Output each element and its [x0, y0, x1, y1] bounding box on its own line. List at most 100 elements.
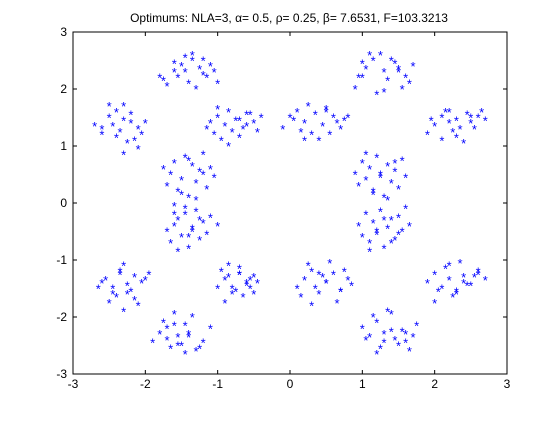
data-point: * [400, 153, 405, 168]
data-point: * [302, 273, 307, 288]
data-point: * [110, 282, 115, 297]
data-point: * [179, 230, 184, 245]
y-tick-label: -2 [56, 310, 67, 324]
x-tick-label: 2 [431, 377, 438, 391]
data-point: * [143, 273, 148, 288]
data-point: * [316, 133, 321, 148]
data-point: * [385, 159, 390, 174]
data-point: * [483, 273, 488, 288]
data-point: * [407, 76, 412, 91]
data-point: * [183, 65, 188, 80]
data-point: * [121, 304, 126, 319]
data-point: * [179, 187, 184, 202]
data-point: * [226, 139, 231, 154]
x-tick-label: 3 [504, 377, 511, 391]
data-point: * [403, 202, 408, 217]
data-point: * [306, 259, 311, 274]
data-point: * [255, 125, 260, 140]
data-point: * [381, 85, 386, 100]
data-point: * [291, 113, 296, 128]
data-point: * [378, 168, 383, 183]
y-tick-label: 2 [60, 82, 67, 96]
data-point: * [114, 105, 119, 120]
data-point: * [183, 51, 188, 66]
data-point: * [161, 162, 166, 177]
data-point: * [320, 119, 325, 134]
data-point: * [204, 182, 209, 197]
data-point: * [378, 48, 383, 63]
data-point: * [392, 156, 397, 171]
x-tick-label: -3 [68, 377, 79, 391]
data-point: * [367, 48, 372, 63]
data-point: * [230, 125, 235, 140]
data-point: * [306, 99, 311, 114]
data-point: * [226, 105, 231, 120]
data-point: * [407, 219, 412, 234]
data-point: * [403, 336, 408, 351]
data-point: * [381, 327, 386, 342]
data-point: * [345, 111, 350, 126]
data-point: * [226, 270, 231, 285]
data-point: * [128, 108, 133, 123]
data-point: * [396, 227, 401, 242]
data-point: * [125, 287, 130, 302]
data-point: * [280, 122, 285, 137]
data-point: * [389, 307, 394, 322]
data-point: * [201, 54, 206, 69]
data-point: * [374, 347, 379, 362]
data-point: * [432, 296, 437, 311]
data-point: * [190, 310, 195, 325]
data-point: * [454, 130, 459, 145]
data-point: * [99, 128, 104, 143]
data-point: * [360, 56, 365, 71]
data-point: * [302, 133, 307, 148]
data-point: * [334, 116, 339, 131]
data-point: * [186, 153, 191, 168]
data-point: * [389, 236, 394, 251]
data-point: * [454, 284, 459, 299]
data-point: * [215, 102, 220, 117]
data-point: * [374, 88, 379, 103]
data-point: * [259, 111, 264, 126]
data-point: * [396, 210, 401, 225]
x-tick-label: -1 [212, 377, 223, 391]
data-point: * [327, 256, 332, 271]
y-tick-label: 0 [60, 196, 67, 210]
data-point: * [172, 307, 177, 322]
data-point: * [396, 182, 401, 197]
data-point: * [338, 284, 343, 299]
data-point: * [429, 113, 434, 128]
data-point: * [237, 130, 242, 145]
data-point: * [150, 336, 155, 351]
data-point: * [410, 330, 415, 345]
data-point: * [186, 230, 191, 245]
data-point: * [389, 54, 394, 69]
data-point: * [367, 244, 372, 259]
data-point: * [197, 233, 202, 248]
data-point: * [92, 119, 97, 134]
data-point: * [121, 148, 126, 163]
data-point: * [107, 99, 112, 114]
data-point: * [222, 119, 227, 134]
data-point: * [447, 116, 452, 131]
x-tick-label: 1 [359, 377, 366, 391]
data-point: * [447, 259, 452, 274]
data-point: * [316, 267, 321, 282]
data-point: * [201, 148, 206, 163]
data-point: * [248, 282, 253, 297]
data-point: * [363, 207, 368, 222]
data-point: * [363, 333, 368, 348]
data-point: * [237, 262, 242, 277]
data-point: * [356, 179, 361, 194]
data-point: * [396, 62, 401, 77]
data-point: * [179, 173, 184, 188]
data-point: * [381, 242, 386, 257]
data-point: * [183, 202, 188, 217]
data-point: * [324, 105, 329, 120]
data-point: * [363, 148, 368, 163]
data-point: * [237, 113, 242, 128]
data-point: * [99, 276, 104, 291]
data-point: * [168, 236, 173, 251]
data-point: * [164, 79, 169, 94]
